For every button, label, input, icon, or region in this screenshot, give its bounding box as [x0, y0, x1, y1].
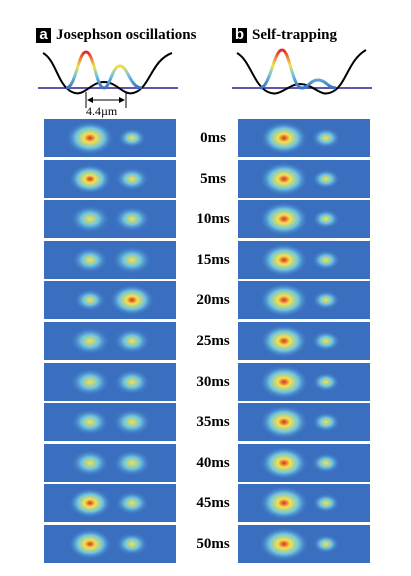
- left-well-cloud: [259, 202, 309, 236]
- left-well-cloud: [70, 205, 110, 233]
- right-well-cloud: [311, 127, 341, 149]
- josephson-frame: [44, 403, 176, 441]
- left-well-cloud: [260, 121, 308, 155]
- panel-a-letter: a: [36, 27, 51, 43]
- right-well-cloud: [113, 449, 151, 477]
- right-well-cloud: [112, 246, 152, 274]
- time-label: 35ms: [196, 414, 230, 430]
- right-well-cloud: [118, 128, 146, 148]
- right-well-cloud: [312, 209, 340, 229]
- left-well-cloud: [74, 288, 106, 312]
- left-well-cloud: [259, 405, 309, 439]
- josephson-frame: [44, 281, 176, 319]
- left-well-cloud: [71, 449, 109, 477]
- josephson-frame: [44, 241, 176, 279]
- left-well-cloud: [71, 247, 109, 273]
- right-well-cloud: [115, 491, 149, 515]
- josephson-frame: [44, 322, 176, 360]
- left-well-cloud: [71, 408, 109, 436]
- self-trapping-frame: [238, 241, 370, 279]
- self-trapping-frame: [238, 444, 370, 482]
- self-trapping-frame: [238, 322, 370, 360]
- right-well-cloud: [113, 369, 151, 395]
- josephson-frame: [44, 363, 176, 401]
- right-well-cloud: [312, 290, 340, 310]
- self-trapping-frame: [238, 119, 370, 157]
- left-well-cloud: [70, 327, 110, 355]
- panel-b-letter: b: [232, 27, 247, 43]
- right-well-cloud: [312, 534, 340, 554]
- left-well-cloud: [259, 527, 309, 561]
- time-label: 10ms: [196, 211, 230, 227]
- time-label: 40ms: [196, 455, 230, 471]
- left-well-cloud: [70, 368, 110, 396]
- panel-b-title: Self-trapping: [252, 26, 338, 43]
- josephson-frame: [44, 444, 176, 482]
- right-well-cloud: [312, 412, 340, 432]
- right-well-cloud: [115, 532, 149, 556]
- schematic-a-arrowhead-right: [119, 97, 125, 103]
- time-label: 25ms: [196, 333, 230, 349]
- right-well-cloud: [113, 408, 151, 436]
- left-well-cloud: [259, 365, 309, 399]
- left-well-cloud: [68, 164, 112, 194]
- schematic-b-potential: [236, 49, 367, 95]
- time-label: 30ms: [196, 374, 230, 390]
- josephson-frame: [44, 119, 176, 157]
- right-well-cloud: [312, 493, 340, 513]
- right-well-cloud: [311, 249, 341, 271]
- left-well-cloud: [260, 324, 308, 358]
- schematic-b-wavepacket: [259, 48, 337, 90]
- right-well-cloud: [115, 167, 149, 191]
- time-label: 45ms: [196, 495, 230, 511]
- josephson-frame: [44, 525, 176, 563]
- left-well-cloud: [68, 488, 112, 518]
- time-label: 50ms: [196, 536, 230, 552]
- schematic-a-wavepacket: [65, 50, 143, 90]
- schematic-a-arrowhead-left: [87, 97, 93, 103]
- panel-b-header: b Self-trapping: [232, 24, 337, 46]
- right-well-cloud: [312, 169, 340, 189]
- right-well-cloud: [109, 284, 155, 316]
- left-well-cloud: [68, 528, 112, 560]
- right-well-cloud: [113, 328, 151, 354]
- left-well-cloud: [260, 243, 308, 277]
- time-label: 15ms: [196, 252, 230, 268]
- left-well-cloud: [259, 486, 309, 520]
- well-spacing-label: 4.4µm: [86, 104, 118, 118]
- left-well-cloud: [260, 446, 308, 480]
- josephson-frame: [44, 200, 176, 238]
- self-trapping-frame: [238, 160, 370, 198]
- self-trapping-frame: [238, 403, 370, 441]
- panel-a-title: Josephson oscillations: [56, 26, 197, 43]
- right-well-cloud: [312, 372, 340, 392]
- josephson-frame: [44, 160, 176, 198]
- right-well-cloud: [311, 452, 341, 474]
- josephson-frame: [44, 484, 176, 522]
- left-well-cloud: [259, 162, 309, 196]
- schematic-self-trapping: [232, 48, 372, 95]
- self-trapping-frame: [238, 484, 370, 522]
- time-label: 5ms: [200, 171, 226, 187]
- left-well-cloud: [65, 121, 115, 155]
- time-label: 0ms: [200, 130, 226, 146]
- left-well-cloud: [259, 283, 309, 317]
- self-trapping-frame: [238, 281, 370, 319]
- schematic-a-potential: [42, 52, 173, 95]
- time-label: 20ms: [196, 292, 230, 308]
- panel-a-header: a Josephson oscillations: [36, 24, 196, 46]
- self-trapping-frame: [238, 363, 370, 401]
- self-trapping-frame: [238, 525, 370, 563]
- schematic-josephson: [38, 50, 178, 108]
- right-well-cloud: [311, 330, 341, 352]
- self-trapping-frame: [238, 200, 370, 238]
- right-well-cloud: [113, 206, 151, 232]
